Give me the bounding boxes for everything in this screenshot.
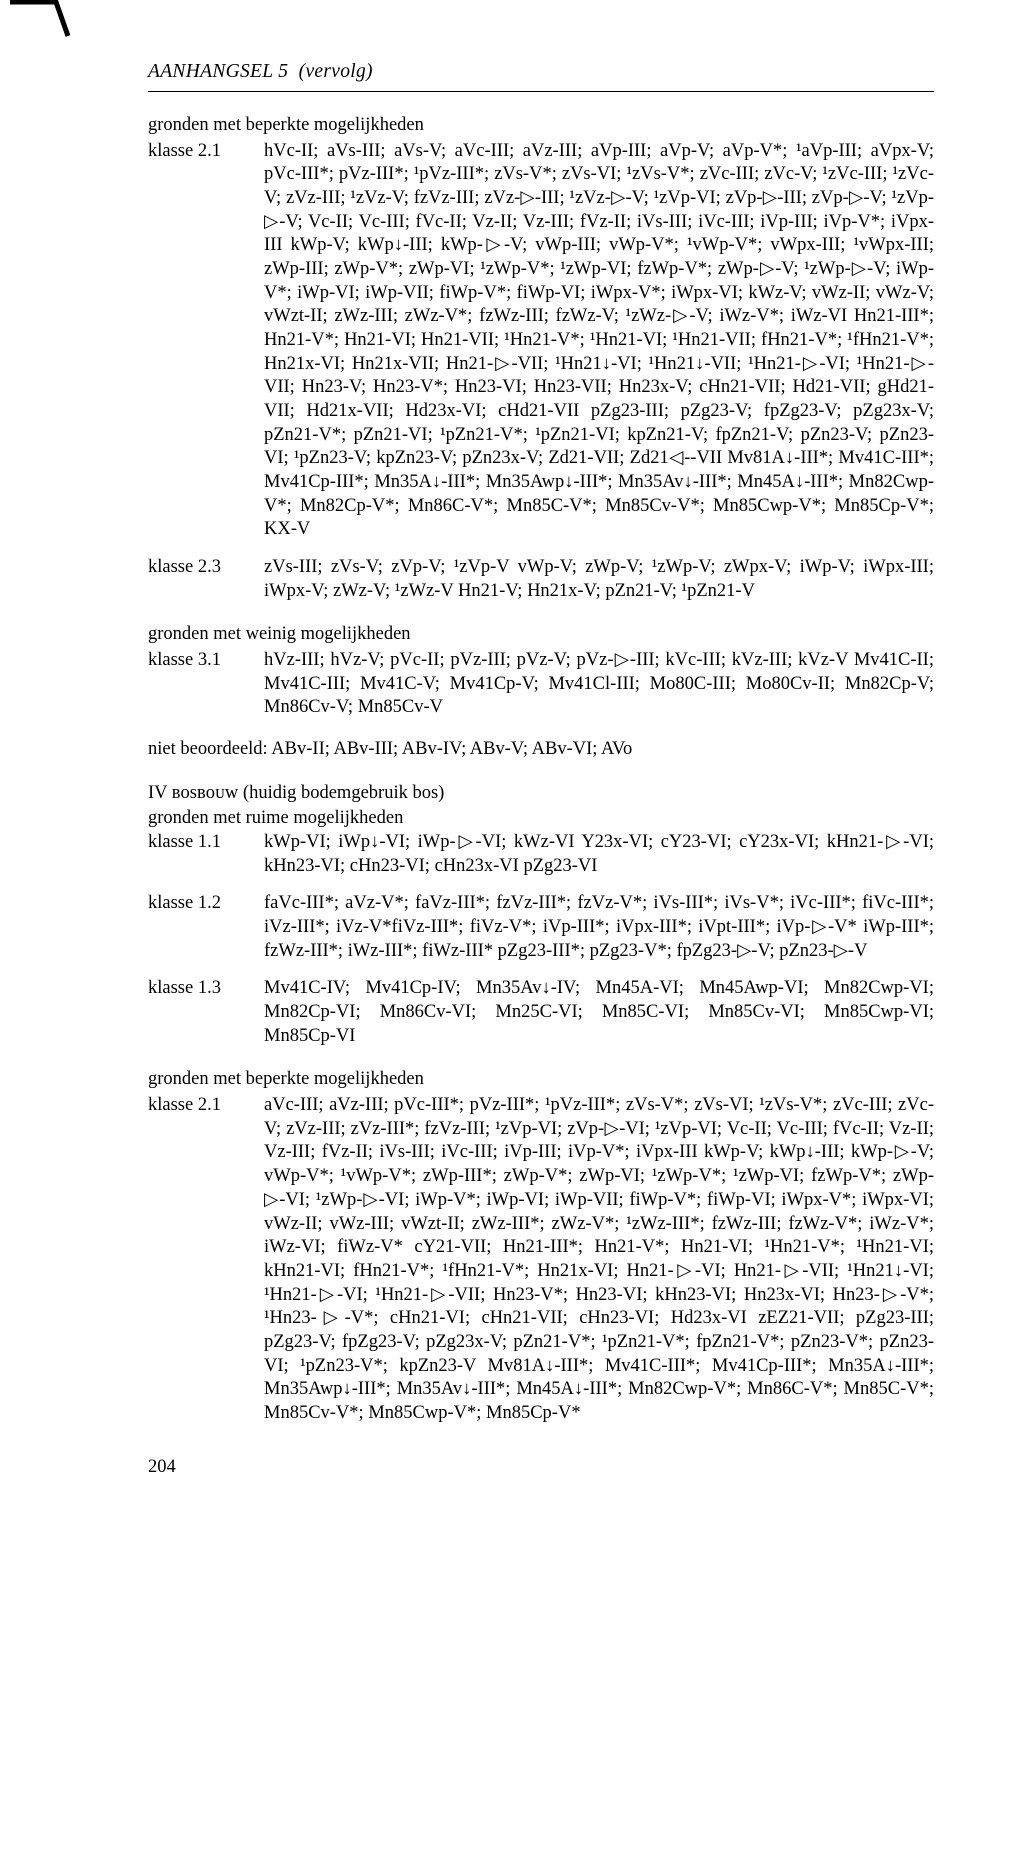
klasse-3-1-label: klasse 3.1 [148, 649, 264, 722]
corner-mark [8, 0, 78, 40]
klasse-2-1-label: klasse 2.1 [148, 140, 264, 544]
header-title: AANHANGSEL 5 [148, 61, 288, 82]
header-suffix: (vervolg) [299, 61, 373, 82]
klasse-2-1b-body: aVc-III; aVz-III; pVc-III*; pVz-III*; ¹p… [264, 1094, 934, 1427]
klasse-1-2-label: klasse 1.2 [148, 892, 264, 965]
klasse-1-3-label: klasse 1.3 [148, 977, 264, 1050]
roman-iv-heading: IV ʙᴏsʙᴏᴜᴡ (huidig bodemgebruik bos) [148, 782, 934, 806]
running-header: AANHANGSEL 5 (vervolg) [148, 60, 934, 92]
niet-beoordeeld-line: niet beoordeeld: ABv-II; ABv-III; ABv-IV… [148, 738, 934, 762]
klasse-1-2-body: faVc-III*; aVz-V*; faVz-III*; fzVz-III*;… [264, 892, 934, 965]
klasse-1-1-body: kWp-VI; iWp↓-VI; iWp-▷-VI; kWz-VI Y23x-V… [264, 831, 934, 880]
page-number: 204 [148, 1456, 934, 1480]
klasse-1-3-body: Mv41C-IV; Mv41Cp-IV; Mn35Av↓-IV; Mn45A-V… [264, 977, 934, 1050]
klasse-2-1b-label: klasse 2.1 [148, 1094, 264, 1427]
section-heading-beperkte-1: gronden met beperkte mogelijkheden [148, 114, 934, 138]
section-heading-beperkte-2: gronden met beperkte mogelijkheden [148, 1068, 934, 1092]
klasse-2-3-body: zVs-III; zVs-V; zVp-V; ¹zVp-V vWp-V; zWp… [264, 556, 934, 605]
klasse-3-1-body: hVz-III; hVz-V; pVc-II; pVz-III; pVz-V; … [264, 649, 934, 722]
klasse-1-1-label: klasse 1.1 [148, 831, 264, 880]
klasse-2-3-label: klasse 2.3 [148, 556, 264, 605]
klasse-2-1-body: hVc-II; aVs-III; aVs-V; aVc-III; aVz-III… [264, 140, 934, 544]
section-heading-weinig: gronden met weinig mogelijkheden [148, 623, 934, 647]
section-heading-ruime: gronden met ruime mogelijkheden [148, 807, 934, 831]
